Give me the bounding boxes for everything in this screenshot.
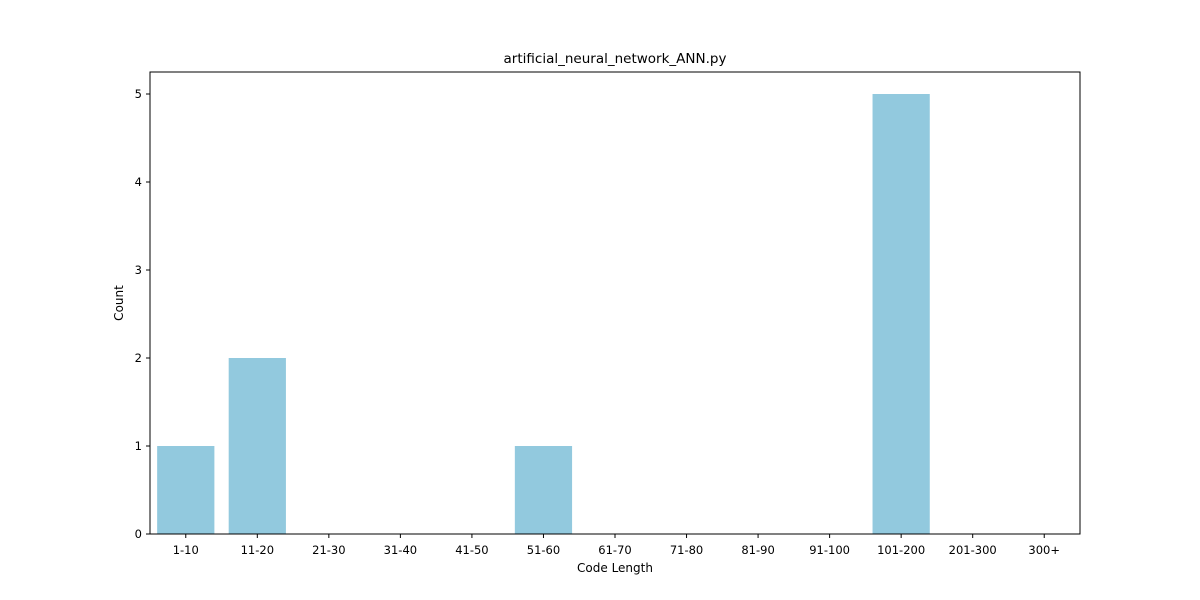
x-axis-label: Code Length bbox=[577, 561, 653, 575]
x-tick-label: 201-300 bbox=[949, 543, 997, 557]
x-tick-label: 11-20 bbox=[241, 543, 274, 557]
x-tick-label: 31-40 bbox=[384, 543, 417, 557]
x-axis: 1-10 11-20 21-30 31-40 41-50 51-60 61-70 71-80 8… bbox=[173, 534, 1060, 557]
x-tick-label: 1-10 bbox=[173, 543, 199, 557]
y-tick-label: 1 bbox=[135, 439, 142, 453]
x-tick-label: 71-80 bbox=[670, 543, 703, 557]
bar-101-200 bbox=[872, 94, 930, 534]
bar-1-10 bbox=[157, 446, 215, 534]
y-axis: 0 1 2 3 4 5 bbox=[135, 87, 150, 541]
y-axis-label: Count bbox=[112, 285, 126, 321]
x-tick-label: 51-60 bbox=[527, 543, 560, 557]
plot-frame bbox=[149, 71, 1081, 535]
y-tick-label: 3 bbox=[135, 263, 142, 277]
chart-title: artificial_neural_network_ANN.py bbox=[504, 51, 727, 67]
y-tick-label: 4 bbox=[135, 175, 142, 189]
y-tick-label: 2 bbox=[135, 351, 142, 365]
bar-11-20 bbox=[228, 358, 286, 534]
y-tick-label: 5 bbox=[135, 87, 142, 101]
x-tick-label: 61-70 bbox=[598, 543, 631, 557]
x-tick-label: 41-50 bbox=[455, 543, 488, 557]
bar-51-60 bbox=[514, 446, 573, 534]
x-tick-label: 81-90 bbox=[741, 543, 774, 557]
x-tick-label: 91-100 bbox=[809, 543, 850, 557]
y-tick-label: 0 bbox=[135, 527, 142, 541]
bars-layer bbox=[157, 94, 930, 534]
x-tick-label: 300+ bbox=[1028, 543, 1060, 557]
x-tick-label: 101-200 bbox=[877, 543, 925, 557]
x-tick-label: 21-30 bbox=[312, 543, 345, 557]
